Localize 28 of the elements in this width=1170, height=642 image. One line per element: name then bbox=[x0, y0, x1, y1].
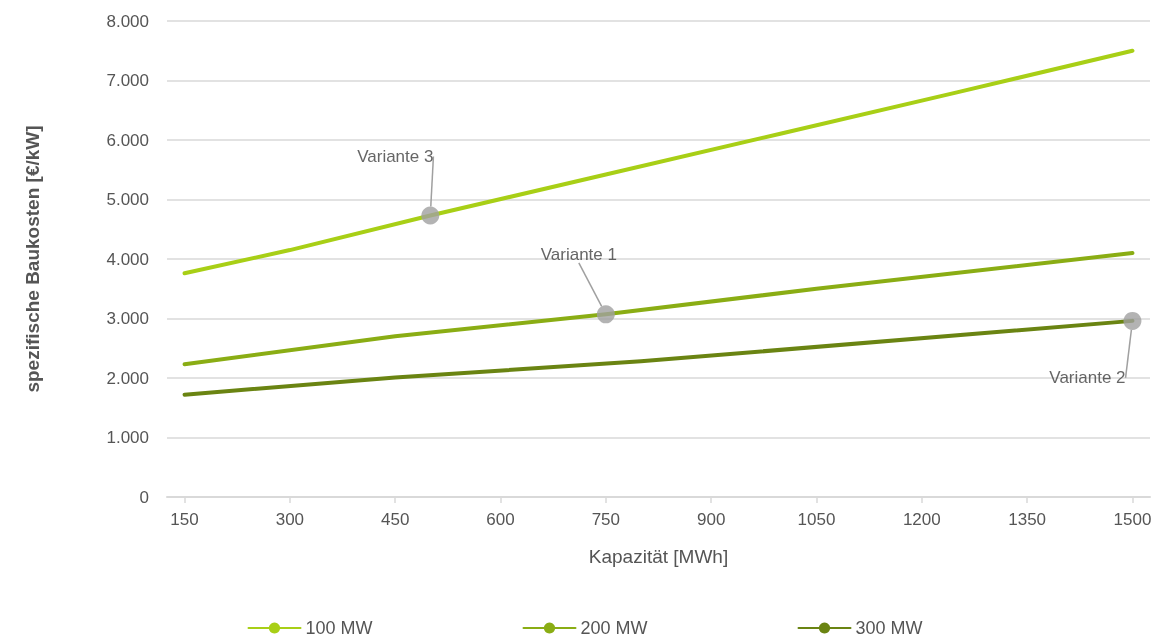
y-tick-label: 6.000 bbox=[106, 130, 149, 150]
x-tick-label: 150 bbox=[170, 510, 199, 529]
legend-label: 100 MW bbox=[305, 618, 373, 638]
x-tick-label: 1350 bbox=[1008, 510, 1047, 529]
x-tick-label: 300 bbox=[275, 510, 305, 529]
y-tick-label: 3.000 bbox=[106, 309, 149, 328]
x-tick-label: 600 bbox=[486, 510, 515, 529]
annotation: Variante 1 bbox=[540, 244, 617, 264]
y-tick-label: 5.000 bbox=[106, 190, 149, 209]
annotation: Variante 3 bbox=[357, 147, 434, 167]
line-series bbox=[182, 48, 1135, 276]
y-tick-label: 0 bbox=[139, 487, 149, 507]
x-tick-label: 750 bbox=[591, 510, 621, 529]
y-tick-label: 4.000 bbox=[106, 249, 149, 269]
y-tick-label: 8.000 bbox=[106, 11, 149, 31]
x-tick-label: 1050 bbox=[797, 510, 836, 529]
annotation: Variante 2 bbox=[1049, 368, 1126, 388]
y-tick-label: 2.000 bbox=[106, 368, 149, 388]
y-axis-title: spezifische Baukosten [€/kW] bbox=[22, 125, 43, 393]
y-tick-label: 1.000 bbox=[106, 428, 149, 447]
x-tick-label: 450 bbox=[381, 510, 410, 529]
x-axis-title: Kapazität [MWh] bbox=[588, 546, 729, 567]
legend-label: 300 MW bbox=[855, 618, 923, 638]
x-tick-label: 1500 bbox=[1113, 510, 1152, 529]
x-tick-label: 1200 bbox=[902, 510, 941, 529]
legend-label: 200 MW bbox=[580, 618, 648, 638]
x-tick-label: 900 bbox=[696, 510, 726, 529]
y-tick-label: 7.000 bbox=[106, 71, 149, 90]
